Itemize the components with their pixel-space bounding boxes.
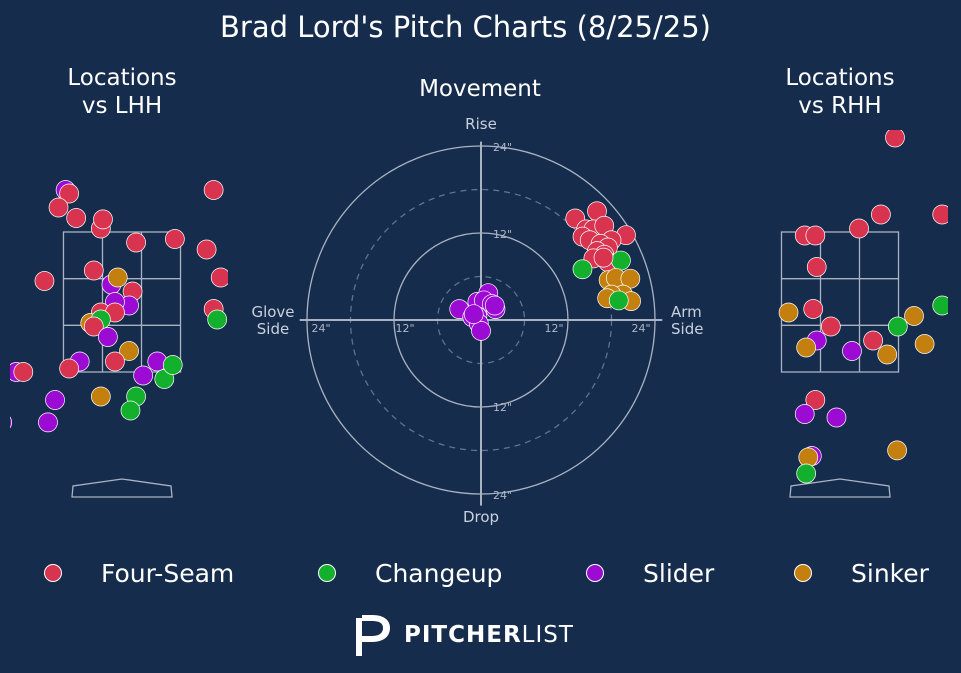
pitch-point-four-seam [59, 183, 79, 204]
pitch-point-sinker [90, 386, 111, 407]
pitch-point-four-seam [59, 358, 79, 379]
strike-zone [62, 231, 182, 373]
pitcherlist-logo-icon [356, 615, 390, 656]
pitch-point-sinker [887, 440, 907, 461]
pitch-point-sinker [107, 267, 128, 288]
chart-title: Brad Lord's Pitch Charts (8/25/25) [220, 10, 711, 44]
pitch-point-sinker [778, 302, 799, 323]
pitch-point-four-seam [593, 247, 614, 268]
pitch-point-four-seam [83, 260, 104, 281]
pitch-point-slider [471, 321, 491, 341]
pitch-point-slider [10, 416, 12, 429]
axis-label-arm-side: Side [671, 320, 703, 338]
ring-label: 12" [493, 228, 512, 241]
legend-label: Changeup [375, 558, 503, 588]
pitch-point-slider [463, 304, 484, 325]
pitch-point-changeup [572, 259, 593, 280]
movement-panel: 24"12"12"24"24" 12" 12" 24"RiseDropGloveSid… [251, 115, 703, 526]
pitch-point-four-seam [863, 330, 883, 351]
axis-label-arm-side: Arm [671, 303, 702, 321]
pitch-point-changeup [207, 309, 228, 330]
pitch-point-four-seam [165, 229, 185, 249]
pitch-point-sinker [877, 344, 898, 365]
axis-label-glove-side: Glove [251, 303, 294, 321]
ring-label: 24" [493, 141, 512, 154]
legend-label: Slider [643, 558, 715, 588]
pitch-point-four-seam [871, 204, 891, 225]
pitch-point-four-seam [820, 316, 841, 337]
pitch-point-sinker [914, 334, 935, 354]
axis-label-rise: Rise [465, 115, 497, 133]
pitch-point-sinker [904, 306, 924, 326]
pitch-point-four-seam [66, 208, 87, 228]
ring-label: 12" [544, 322, 563, 335]
legend-swatch [44, 564, 62, 582]
home-plate [71, 478, 173, 498]
pitch-point-slider [133, 365, 153, 386]
legend-label: Sinker [851, 558, 929, 588]
pitch-point-changeup [608, 290, 629, 311]
rhh-panel-title: Locations vs RHH [785, 65, 895, 119]
legend-item-changeup: Changeup [318, 555, 502, 591]
pitch-point-four-seam [805, 390, 826, 410]
pitch-point-changeup [162, 355, 183, 375]
pitch-point-changeup [932, 295, 948, 316]
legend-swatch [318, 564, 336, 582]
pitch-point-changeup [611, 250, 631, 271]
ring-label: 24" [631, 322, 650, 335]
lhh-location-panel [10, 180, 228, 498]
lhh-panel-title: Locations vs LHH [67, 65, 177, 119]
pitch-point-sinker [796, 337, 817, 358]
pitch-point-four-seam [105, 351, 125, 372]
pitch-point-four-seam [210, 267, 228, 288]
pitch-point-four-seam [48, 197, 69, 218]
pitch-point-slider [794, 404, 815, 424]
pitch-point-four-seam [93, 209, 113, 230]
pitch-point-four-seam [34, 271, 55, 291]
pitch-point-four-seam [932, 204, 948, 225]
legend-item-four-seam: Four-Seam [44, 555, 234, 591]
pitch-point-slider [484, 295, 505, 316]
pitch-point-slider [826, 407, 847, 428]
pitcherlist-logo: PITCHER LIST [352, 612, 574, 658]
pitch-point-four-seam [806, 257, 827, 277]
pitch-point-four-seam [83, 316, 104, 337]
pitch-point-sinker [119, 341, 139, 361]
legend-swatch [794, 564, 812, 582]
pitch-point-four-seam [126, 232, 146, 253]
pitch-point-four-seam [13, 362, 34, 382]
ring-label: 12" [395, 322, 414, 335]
legend-label: Four-Seam [101, 558, 235, 588]
legend: Four-Seam Changeup Slider Sinker [0, 555, 961, 591]
pitch-point-changeup [120, 400, 141, 421]
pitch-point-slider [98, 327, 118, 347]
legend-swatch [586, 564, 604, 582]
legend-item-sinker: Sinker [794, 555, 929, 591]
pitch-point-slider [38, 412, 58, 433]
pitch-point-changeup [796, 463, 817, 484]
pitch-point-slider [45, 390, 65, 410]
logo-word-light: LIST [521, 622, 574, 648]
movement-panel-title: Movement [419, 76, 541, 102]
strike-zone [780, 231, 900, 373]
axis-label-glove-side: Side [257, 320, 289, 338]
pitch-point-four-seam [196, 239, 217, 260]
ring-label: 12" [493, 401, 512, 414]
logo-word-bold: PITCHER [404, 622, 522, 648]
pitch-point-four-seam [203, 180, 224, 200]
ring-label: 24" [493, 489, 512, 502]
axis-label-drop: Drop [463, 508, 499, 526]
pitch-point-four-seam [885, 130, 905, 148]
home-plate [789, 478, 891, 498]
rhh-location-panel [778, 130, 948, 498]
legend-item-slider: Slider [586, 555, 714, 591]
pitch-point-changeup [887, 316, 908, 337]
pitch-point-four-seam [849, 218, 869, 239]
pitch-point-slider [842, 341, 862, 361]
pitch-point-four-seam [805, 225, 826, 246]
ring-label: 24" [311, 322, 330, 335]
pitch-point-four-seam [803, 299, 824, 319]
